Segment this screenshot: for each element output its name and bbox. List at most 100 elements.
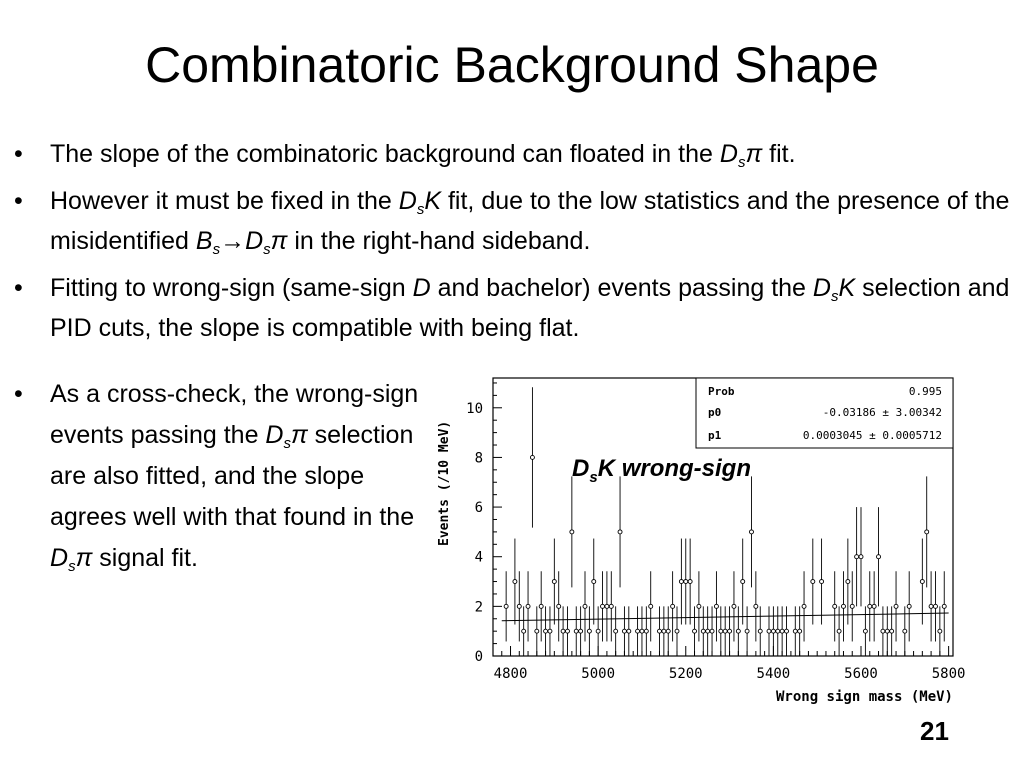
bullet-marker: •	[14, 274, 23, 302]
data-point	[582, 603, 588, 609]
x-tick-label: 4800	[494, 666, 528, 682]
data-point	[832, 603, 838, 609]
data-point	[635, 628, 641, 634]
bullet-item: • As a cross-check, the wrong-sign event…	[14, 374, 424, 579]
data-point	[854, 554, 860, 560]
data-point	[845, 579, 851, 584]
data-point	[902, 628, 908, 634]
fit-line	[501, 612, 949, 622]
data-point	[512, 579, 518, 584]
data-point	[547, 628, 553, 634]
data-point	[749, 529, 754, 535]
data-point	[709, 628, 715, 634]
stats-label-prob: Prob	[708, 385, 735, 398]
data-point	[801, 603, 807, 609]
data-point	[657, 628, 662, 634]
data-point	[862, 628, 868, 634]
data-point	[884, 628, 890, 634]
stats-box-frame	[695, 377, 954, 449]
data-point	[933, 603, 938, 609]
data-point	[700, 628, 706, 634]
y-tick-label: 0	[475, 649, 483, 665]
data-point	[727, 628, 733, 634]
data-point	[722, 628, 728, 634]
data-point	[503, 603, 509, 609]
data-point	[792, 628, 798, 634]
data-point	[565, 628, 570, 634]
data-point	[529, 454, 535, 460]
data-point	[744, 628, 750, 634]
data-point	[937, 628, 943, 634]
data-point	[889, 628, 895, 634]
side-bullet-list: • As a cross-check, the wrong-sign event…	[14, 374, 424, 579]
y-tick-label: 6	[475, 500, 483, 516]
data-point	[858, 554, 864, 560]
data-point	[810, 579, 816, 584]
data-point	[670, 603, 676, 609]
data-point	[740, 579, 746, 584]
data-point	[893, 603, 899, 609]
data-point	[766, 628, 772, 634]
data-point	[924, 529, 930, 535]
data-point	[919, 579, 925, 584]
data-point	[775, 628, 781, 634]
data-point	[560, 628, 566, 634]
bullet-item: • Fitting to wrong-sign (same-sign D and…	[14, 268, 1014, 348]
data-point	[525, 603, 531, 609]
data-point	[941, 603, 947, 609]
x-tick-label: 5400	[757, 666, 791, 682]
data-point	[906, 603, 912, 609]
data-point	[880, 628, 886, 634]
stats-value-p0: -0.03186 ± 3.00342	[823, 406, 942, 419]
data-point	[639, 628, 645, 634]
data-point	[661, 628, 667, 634]
data-point	[600, 603, 605, 609]
data-points	[503, 387, 947, 656]
data-point	[534, 628, 540, 634]
data-point	[784, 628, 789, 634]
data-point	[573, 628, 579, 634]
data-point	[687, 579, 693, 584]
data-point	[705, 628, 711, 634]
x-tick-label: 5000	[581, 666, 615, 682]
y-tick-label: 4	[475, 550, 483, 566]
data-point	[648, 603, 654, 609]
data-point	[665, 628, 671, 634]
data-point	[867, 603, 873, 609]
data-point	[696, 603, 702, 609]
data-point	[678, 579, 684, 584]
bullet-marker: •	[14, 140, 23, 168]
wrong-sign-mass-plot: 0 2 4 6 8 10 4800 5000 5200 5400 5600 5800 Prob 0.…	[437, 377, 965, 705]
data-point	[621, 628, 627, 634]
data-point	[757, 628, 763, 634]
data-point	[591, 579, 597, 584]
stats-label-p1: p1	[708, 429, 722, 442]
data-point	[753, 603, 759, 609]
data-point	[643, 628, 649, 634]
data-point	[849, 603, 855, 609]
data-point	[569, 529, 575, 535]
data-point	[617, 529, 623, 535]
data-point	[595, 628, 601, 634]
data-point	[608, 603, 614, 609]
data-point	[797, 628, 803, 634]
data-point	[836, 628, 842, 634]
bullet-item: • However it must be fixed in the DsK fi…	[14, 181, 1014, 261]
data-point	[578, 628, 584, 634]
data-point	[871, 603, 877, 609]
data-point	[543, 628, 549, 634]
y-axis-label: Events (/10 MeV)	[437, 421, 452, 546]
page-number: 21	[920, 716, 949, 746]
y-axis: 0 2 4 6 8 10	[466, 382, 502, 665]
bullet-item: • The slope of the combinatoric backgrou…	[14, 134, 1014, 174]
bullet-marker: •	[14, 380, 23, 408]
data-point	[770, 628, 776, 634]
y-tick-label: 2	[475, 599, 483, 615]
data-point	[718, 628, 724, 634]
data-point	[516, 603, 522, 609]
y-tick-label: 8	[475, 450, 483, 466]
x-axis-label: Wrong sign mass (MeV)	[776, 689, 953, 705]
data-point	[713, 603, 719, 609]
data-point	[538, 603, 544, 609]
bullet-list: • The slope of the combinatoric backgrou…	[14, 134, 1014, 355]
